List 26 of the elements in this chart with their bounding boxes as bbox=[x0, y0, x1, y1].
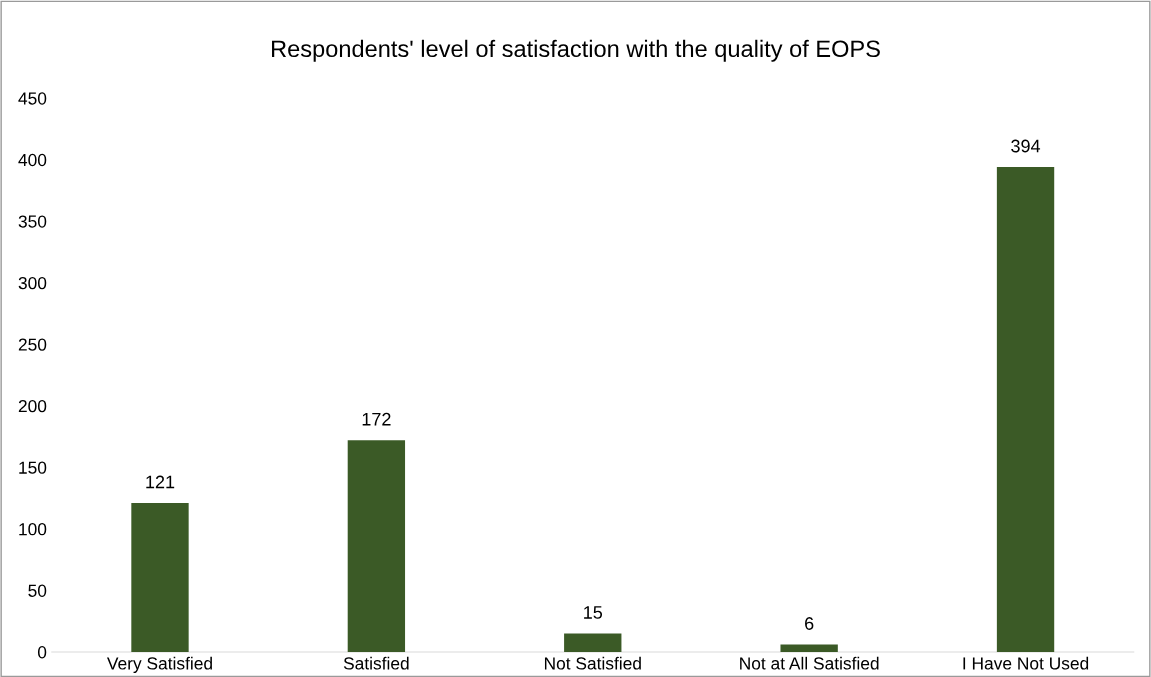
y-tick-label: 200 bbox=[18, 399, 47, 413]
y-tick-label: 50 bbox=[28, 584, 47, 597]
y-tick-label: 300 bbox=[18, 276, 47, 290]
x-tick-label: Satisfied bbox=[343, 656, 409, 670]
y-tick-label: 0 bbox=[37, 646, 47, 659]
bar bbox=[780, 644, 838, 652]
bar bbox=[996, 167, 1055, 652]
data-label: 15 bbox=[584, 606, 603, 619]
chart-title: Respondents' level of satisfaction with the quality of EOPS bbox=[272, 39, 880, 62]
data-label: 394 bbox=[1011, 139, 1041, 153]
y-tick-label: 350 bbox=[18, 215, 47, 228]
y-tick-label: 250 bbox=[18, 338, 47, 351]
x-tick-label: Very Satisfied bbox=[106, 656, 212, 673]
data-label: 121 bbox=[146, 475, 175, 489]
data-label: 6 bbox=[805, 617, 814, 630]
x-tick-label: Not at All Satisfied bbox=[740, 656, 879, 670]
bar bbox=[564, 633, 622, 652]
bar bbox=[131, 503, 189, 652]
y-tick-label: 450 bbox=[18, 92, 47, 105]
data-label: 172 bbox=[362, 412, 391, 426]
y-tick-label: 150 bbox=[19, 461, 47, 474]
x-tick-label: Not Satisfied bbox=[544, 656, 641, 670]
y-tick-label: 100 bbox=[19, 523, 47, 536]
x-tick-label: I Have Not Used bbox=[963, 656, 1089, 670]
bar bbox=[347, 440, 406, 652]
y-tick-label: 400 bbox=[18, 153, 47, 167]
